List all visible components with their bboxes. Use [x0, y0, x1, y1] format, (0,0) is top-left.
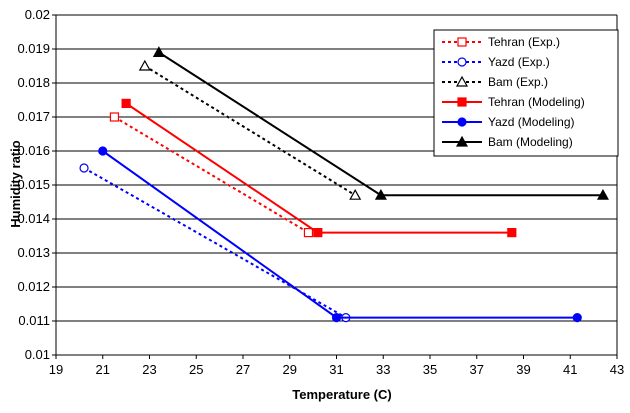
data-point	[331, 313, 342, 323]
x-axis-title: Temperature (C)	[292, 387, 391, 402]
series-line	[83, 167, 347, 319]
series-3	[121, 98, 517, 238]
y-tick-label: 0.015	[17, 177, 50, 192]
y-tick-label: 0.017	[17, 109, 50, 124]
x-tick-label: 27	[236, 362, 250, 377]
data-point	[507, 228, 517, 238]
y-axis-title: Humidity ratio	[8, 140, 23, 227]
data-point	[349, 188, 362, 200]
legend-entry-4: Yazd (Modeling)	[442, 115, 574, 129]
legend-label: Bam (Modeling)	[488, 135, 573, 149]
y-tick-label: 0.011	[18, 313, 50, 328]
x-tick-label: 23	[142, 362, 156, 377]
data-point	[121, 98, 131, 109]
x-tick-label: 25	[189, 362, 203, 377]
x-tick-label: 43	[610, 362, 624, 377]
legend-marker	[457, 117, 467, 127]
x-tick-label: 35	[423, 362, 437, 377]
y-tick-label: 0.013	[17, 245, 50, 260]
legend-box	[433, 29, 619, 157]
x-tick-label: 31	[329, 362, 343, 377]
x-tick-label: 33	[376, 362, 390, 377]
series-5	[152, 46, 609, 200]
series-2	[138, 59, 362, 200]
data-point	[374, 188, 387, 200]
data-point	[313, 228, 323, 238]
data-point	[98, 146, 108, 156]
series-4	[98, 146, 582, 323]
data-point	[138, 59, 151, 71]
legend-entry-2: Bam (Exp.)	[442, 75, 548, 89]
legend-marker	[457, 57, 467, 67]
legend-marker	[457, 37, 467, 47]
x-tick-label: 21	[96, 362, 110, 377]
legend-label: Bam (Exp.)	[488, 75, 548, 89]
data-point	[596, 188, 609, 200]
data-point	[79, 163, 89, 173]
x-tick-label: 39	[516, 362, 530, 377]
y-tick-label: 0.012	[17, 279, 50, 294]
legend-label: Yazd (Modeling)	[488, 115, 574, 129]
x-tick-label: 29	[283, 362, 297, 377]
legend-label: Tehran (Modeling)	[488, 95, 585, 109]
series-line	[144, 65, 356, 197]
y-tick-label: 0.014	[17, 211, 50, 226]
y-tick-label: 0.016	[17, 143, 50, 158]
legend-label: Yazd (Exp.)	[488, 55, 550, 69]
series-line	[102, 150, 578, 319]
legend-marker	[455, 135, 469, 147]
x-tick-label: 19	[49, 362, 63, 377]
legend-label: Tehran (Exp.)	[488, 35, 560, 49]
y-tick-label: 0.02	[25, 7, 50, 22]
series-group	[79, 46, 609, 323]
data-point	[152, 46, 165, 58]
y-tick-label: 0.01	[25, 347, 50, 362]
legend-entry-3: Tehran (Modeling)	[442, 95, 585, 109]
legend: Tehran (Exp.) Yazd (Exp.) Bam (Exp.) Tehran…	[433, 29, 619, 157]
legend-marker	[457, 97, 467, 107]
data-point	[572, 313, 582, 323]
series-line	[113, 116, 309, 234]
legend-entry-1: Yazd (Exp.)	[442, 55, 550, 69]
x-tick-label: 41	[563, 362, 577, 377]
legend-entry-5: Bam (Modeling)	[442, 135, 573, 149]
y-tick-label: 0.019	[17, 41, 50, 56]
x-tick-label: 37	[470, 362, 484, 377]
series-0	[109, 112, 314, 238]
y-tick-label: 0.018	[17, 75, 50, 90]
data-point	[303, 228, 314, 238]
legend-entry-0: Tehran (Exp.)	[442, 35, 560, 49]
legend-marker	[455, 75, 469, 87]
axes: 0.01 0.011 0.012 0.013 0.014 0.015 0.016 0.017 0…	[17, 7, 624, 377]
data-point	[109, 112, 120, 122]
